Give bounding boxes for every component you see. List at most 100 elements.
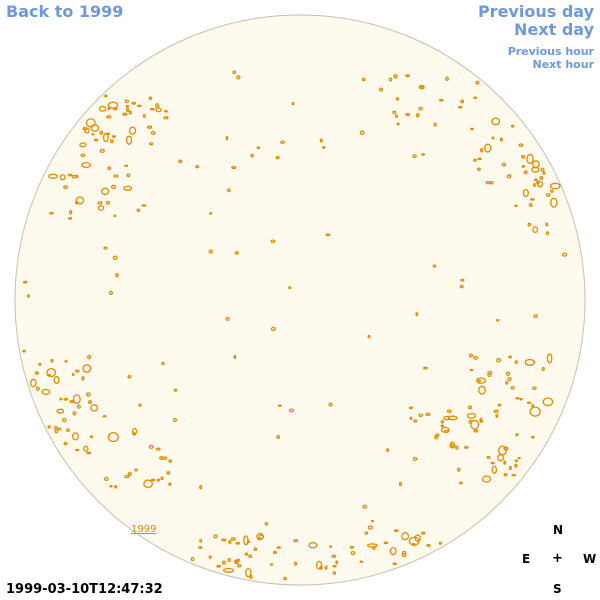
contour-mark bbox=[395, 97, 399, 101]
contour-mark bbox=[107, 106, 111, 111]
contour-mark bbox=[432, 264, 437, 268]
contour-mark bbox=[532, 160, 540, 169]
contour-mark bbox=[480, 147, 484, 153]
contour-mark bbox=[124, 474, 130, 479]
contour-mark bbox=[57, 427, 62, 431]
contour-mark bbox=[335, 560, 339, 565]
contour-mark bbox=[154, 103, 160, 108]
contour-mark bbox=[85, 118, 96, 128]
contour-mark bbox=[481, 475, 492, 483]
previous-hour-link[interactable]: Previous hour bbox=[507, 45, 594, 58]
contour-mark bbox=[545, 192, 551, 197]
contour-mark bbox=[445, 76, 449, 81]
contour-mark bbox=[526, 401, 532, 405]
contour-mark bbox=[110, 139, 114, 144]
contour-mark bbox=[72, 394, 81, 405]
contour-mark bbox=[455, 445, 459, 450]
contour-mark bbox=[514, 463, 518, 468]
contour-mark bbox=[277, 404, 282, 407]
contour-mark bbox=[47, 373, 51, 377]
contour-mark bbox=[99, 130, 104, 135]
contour-mark bbox=[134, 468, 138, 472]
contour-mark bbox=[131, 101, 137, 105]
contour-mark bbox=[447, 415, 458, 421]
contour-mark bbox=[510, 385, 515, 390]
contour-mark bbox=[475, 80, 480, 85]
contour-mark bbox=[487, 370, 493, 375]
contour-mark bbox=[515, 433, 519, 437]
contour-mark bbox=[412, 456, 418, 462]
contour-mark bbox=[530, 198, 535, 201]
contour-mark bbox=[526, 153, 534, 164]
contour-mark bbox=[225, 316, 230, 321]
contour-mark bbox=[126, 173, 131, 178]
contour-mark bbox=[503, 472, 508, 477]
next-hour-link[interactable]: Next hour bbox=[532, 58, 595, 71]
contour-mark bbox=[221, 538, 227, 542]
contour-mark bbox=[531, 404, 535, 408]
contour-mark bbox=[291, 101, 295, 106]
contour-mark bbox=[422, 366, 428, 370]
contour-mark bbox=[136, 104, 142, 108]
contour-mark bbox=[523, 170, 528, 175]
contour-mark bbox=[114, 484, 118, 489]
contour-mark bbox=[38, 362, 42, 366]
compass-west: W bbox=[583, 552, 597, 566]
contour-mark bbox=[128, 126, 137, 135]
contour-mark bbox=[79, 142, 87, 148]
contour-mark bbox=[288, 408, 295, 413]
contour-mark bbox=[243, 535, 249, 546]
contour-mark bbox=[426, 543, 431, 547]
contour-mark bbox=[456, 467, 461, 472]
contour-mark bbox=[173, 388, 178, 392]
contour-mark bbox=[128, 110, 133, 115]
contour-mark bbox=[99, 148, 105, 154]
contour-mark bbox=[514, 204, 518, 208]
contour-mark bbox=[401, 532, 410, 541]
contour-mark bbox=[473, 355, 479, 360]
contour-mark bbox=[209, 212, 213, 215]
contour-mark bbox=[476, 377, 486, 385]
contour-mark bbox=[166, 471, 171, 475]
contour-mark bbox=[156, 478, 161, 482]
contour-mark bbox=[542, 171, 546, 175]
contour-mark bbox=[138, 403, 142, 407]
contour-mark bbox=[22, 280, 28, 284]
contour-mark bbox=[97, 201, 103, 205]
contour-mark bbox=[370, 519, 374, 523]
contour-mark bbox=[232, 70, 237, 75]
contour-mark bbox=[84, 127, 90, 134]
contour-mark bbox=[515, 396, 520, 400]
year-annotation: 1999 bbox=[131, 524, 156, 535]
contour-mark bbox=[533, 182, 536, 188]
contour-mark bbox=[503, 446, 509, 451]
contour-mark bbox=[491, 117, 501, 126]
contour-mark bbox=[64, 360, 68, 363]
contour-mark bbox=[146, 125, 153, 129]
contour-mark bbox=[275, 155, 280, 160]
contour-mark bbox=[61, 417, 67, 423]
contour-mark bbox=[59, 397, 63, 401]
contour-mark bbox=[489, 180, 494, 185]
contour-mark bbox=[107, 101, 119, 109]
contour-mark bbox=[168, 482, 172, 486]
contour-mark bbox=[293, 561, 298, 566]
contour-mark bbox=[264, 522, 269, 526]
contour-mark bbox=[233, 354, 237, 360]
contour-mark bbox=[234, 561, 239, 564]
contour-mark bbox=[308, 542, 318, 549]
next-day-link[interactable]: Next day bbox=[514, 20, 594, 39]
contour-mark bbox=[521, 164, 526, 168]
contour-mark bbox=[276, 434, 281, 440]
contour-mark bbox=[433, 122, 437, 127]
back-to-year-link[interactable]: Back to 1999 bbox=[6, 2, 124, 21]
previous-day-link[interactable]: Previous day bbox=[477, 2, 594, 21]
contour-mark bbox=[378, 87, 384, 92]
contour-mark bbox=[412, 154, 417, 159]
contour-mark bbox=[63, 185, 68, 189]
contour-mark bbox=[332, 571, 337, 575]
contour-mark bbox=[142, 113, 146, 118]
contour-mark bbox=[459, 284, 464, 289]
contour-mark bbox=[237, 563, 242, 568]
contour-mark bbox=[132, 432, 136, 436]
